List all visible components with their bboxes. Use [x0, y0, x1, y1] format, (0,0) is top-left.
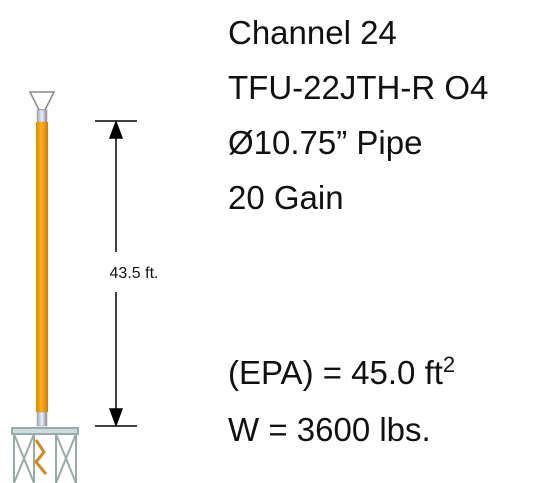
epa-superscript: 2: [443, 352, 455, 377]
epa: (EPA) = 45.0 ft2: [228, 352, 455, 391]
dimension-label: 43.5 ft.: [110, 265, 159, 282]
spec-line: TFU-22JTH-R O4: [228, 69, 488, 106]
spec-line: Ø10.75” Pipe: [228, 124, 422, 161]
spec-line: 20 Gain: [228, 179, 344, 216]
tower: [11, 427, 79, 483]
dimension-line: [95, 119, 137, 428]
epa-text: (EPA) = 45.0 ft: [228, 354, 443, 391]
spec-line: Channel 24: [228, 14, 397, 51]
antenna-top: [28, 91, 56, 123]
pole-base: [36, 411, 48, 427]
antenna-pole: [36, 122, 48, 412]
weight: W = 3600 lbs.: [228, 411, 431, 448]
